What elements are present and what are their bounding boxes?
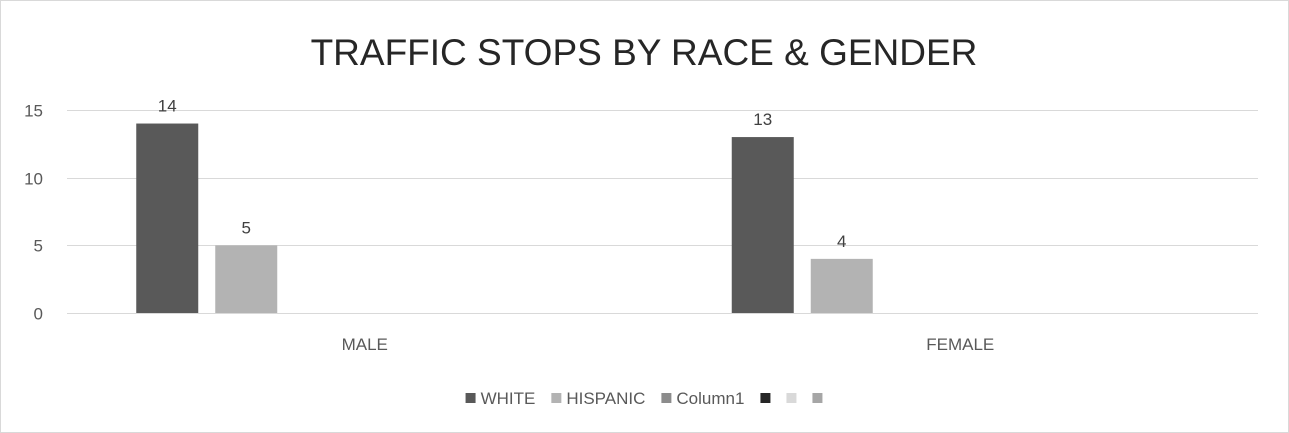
- data-label: 14: [158, 97, 177, 116]
- bar-white-male: [136, 123, 199, 314]
- legend-swatch: [786, 393, 797, 403]
- x-axis-categories: MALE FEMALE: [342, 335, 995, 354]
- data-labels: 14 13 5 4: [158, 97, 847, 251]
- legend-swatch: [551, 393, 562, 403]
- data-label: 13: [753, 110, 772, 129]
- legend-item: [786, 393, 797, 403]
- legend-item: [812, 393, 823, 403]
- legend-swatch: [465, 393, 476, 403]
- data-label: 4: [837, 232, 846, 251]
- x-category-label: FEMALE: [926, 335, 994, 354]
- legend-label: Column1: [676, 389, 744, 408]
- legend: WHITE HISPANIC Column1: [465, 389, 823, 408]
- y-axis-ticks: 0 5 10 15: [24, 102, 43, 324]
- legend-swatch: [760, 393, 771, 403]
- legend-swatch: [812, 393, 823, 403]
- y-tick-label: 5: [34, 237, 43, 256]
- bar-hispanic-female: [810, 258, 873, 313]
- legend-swatch: [661, 393, 672, 403]
- data-label: 5: [242, 218, 251, 237]
- legend-label: WHITE: [481, 389, 536, 408]
- legend-label: HISPANIC: [566, 389, 645, 408]
- legend-item: WHITE: [465, 389, 536, 408]
- y-tick-label: 15: [24, 102, 43, 121]
- chart-title: TRAFFIC STOPS BY RACE & GENDER: [311, 32, 978, 73]
- bars: [136, 123, 873, 314]
- legend-item: HISPANIC: [551, 389, 645, 408]
- y-tick-label: 0: [34, 305, 43, 324]
- legend-item: Column1: [661, 389, 744, 408]
- legend-item: [760, 393, 771, 403]
- x-category-label: MALE: [342, 335, 388, 354]
- bar-hispanic-male: [215, 245, 278, 313]
- bar-white-female: [731, 137, 794, 313]
- legend-items: WHITE HISPANIC Column1: [465, 389, 823, 408]
- y-tick-label: 10: [24, 170, 43, 189]
